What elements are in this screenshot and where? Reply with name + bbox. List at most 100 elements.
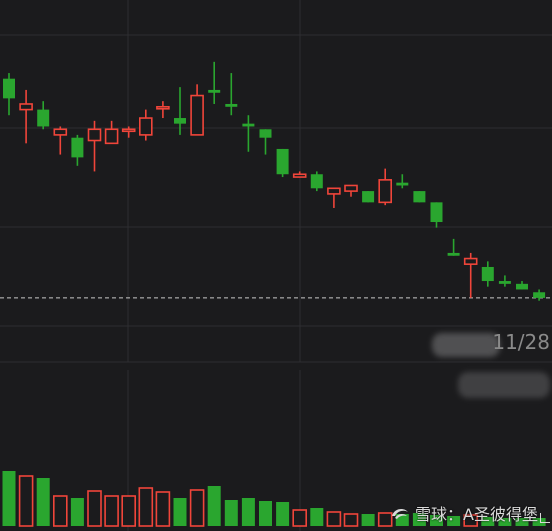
- price-candles: [3, 61, 546, 301]
- candle-26: [447, 238, 460, 256]
- volume-bar-17: [292, 509, 308, 527]
- watermark: 雪球：A圣彼得堡: [389, 501, 550, 525]
- candle-21: [362, 191, 375, 203]
- candle-16: [276, 148, 289, 178]
- volume-bar-11: [189, 489, 205, 527]
- candle-body-18: [310, 174, 323, 189]
- candle-20: [344, 184, 358, 197]
- candle-body-7: [121, 128, 136, 133]
- candle-body-26: [447, 252, 460, 256]
- candle-5: [87, 120, 102, 172]
- volume-bar-5: [87, 490, 102, 527]
- candle-body-25: [430, 202, 443, 223]
- candle-1: [19, 89, 33, 144]
- candle-4: [71, 134, 84, 166]
- candle-body-14: [242, 123, 255, 127]
- volume-bar-4: [70, 498, 84, 526]
- candle-31: [533, 289, 546, 301]
- candle-13: [225, 73, 238, 116]
- obscured-label-1: [432, 333, 500, 357]
- crosshair-date-label: 11/28: [492, 330, 550, 354]
- candle-7: [121, 126, 136, 138]
- obscured-label-2: [458, 372, 550, 398]
- candle-body-27: [463, 257, 478, 265]
- volume-bar-21: [361, 514, 375, 526]
- candle-17: [292, 171, 307, 178]
- candle-14: [242, 115, 255, 152]
- volume-bar-15: [259, 501, 272, 526]
- candle-body-24: [413, 191, 426, 203]
- volume-bar-30: [515, 518, 529, 526]
- volume-bar-9: [155, 491, 171, 527]
- candle-22: [378, 168, 393, 206]
- candle-30: [516, 281, 528, 290]
- volume-bar-19: [326, 511, 342, 527]
- volume-bar-0: [2, 471, 16, 526]
- volume-bar-31: [532, 518, 546, 526]
- candle-body-6: [104, 128, 119, 145]
- candle-9: [156, 101, 170, 119]
- volume-bar-13: [224, 500, 238, 526]
- candle-27: [463, 252, 478, 298]
- volume-bar-16: [276, 502, 290, 526]
- candle-23: [396, 174, 409, 189]
- volume-bar-22: [377, 512, 393, 527]
- candle-body-30: [516, 283, 528, 290]
- candle-body-1: [19, 103, 33, 111]
- candle-body-15: [259, 129, 272, 138]
- candle-body-29: [498, 281, 511, 284]
- candle-body-13: [225, 103, 238, 107]
- candle-body-8: [139, 117, 153, 136]
- candle-8: [139, 109, 153, 141]
- candle-0: [3, 73, 15, 116]
- candle-19: [327, 187, 341, 208]
- candle-body-9: [156, 105, 170, 110]
- volume-bar-1: [18, 475, 34, 527]
- candle-body-20: [344, 184, 358, 192]
- candle-18: [310, 171, 323, 192]
- volume-bar-10: [173, 498, 187, 526]
- candle-body-19: [327, 187, 341, 195]
- candle-28: [481, 261, 494, 287]
- candle-body-28: [481, 266, 494, 282]
- candle-body-0: [3, 78, 15, 99]
- candle-3: [53, 126, 68, 155]
- volume-bar-12: [207, 486, 221, 526]
- volume-bar-7: [121, 495, 136, 527]
- candle-body-22: [378, 179, 393, 204]
- volume-bar-24: [412, 513, 426, 526]
- volume-bar-2: [36, 478, 50, 526]
- volume-bars: [2, 471, 546, 527]
- candle-body-21: [362, 191, 375, 203]
- volume-bar-8: [138, 487, 154, 527]
- volume-bar-26: [447, 516, 461, 526]
- candle-15: [259, 129, 272, 155]
- corner-mark: [540, 513, 550, 523]
- candle-body-3: [53, 128, 68, 136]
- volume-bar-14: [241, 498, 255, 526]
- volume-bar-6: [104, 495, 119, 527]
- candle-body-10: [174, 118, 186, 124]
- volume-bar-28: [481, 517, 495, 526]
- candle-24: [413, 191, 426, 203]
- candle-body-16: [276, 148, 289, 175]
- candle-6: [104, 120, 119, 145]
- volume-bar-25: [430, 515, 443, 526]
- candle-body-5: [87, 128, 102, 142]
- candle-body-23: [396, 182, 409, 186]
- candle-12: [208, 61, 221, 104]
- volume-bar-3: [52, 495, 68, 527]
- candle-11: [190, 84, 204, 136]
- candle-25: [430, 202, 443, 228]
- candle-body-11: [190, 94, 204, 136]
- snowball-logo-icon: [392, 508, 409, 519]
- volume-bar-27: [463, 514, 479, 527]
- candle-body-17: [292, 173, 307, 178]
- candle-body-31: [533, 292, 546, 298]
- candle-body-2: [37, 109, 50, 127]
- candle-body-4: [71, 137, 84, 158]
- watermark-text: 雪球：A圣彼得堡: [415, 505, 538, 524]
